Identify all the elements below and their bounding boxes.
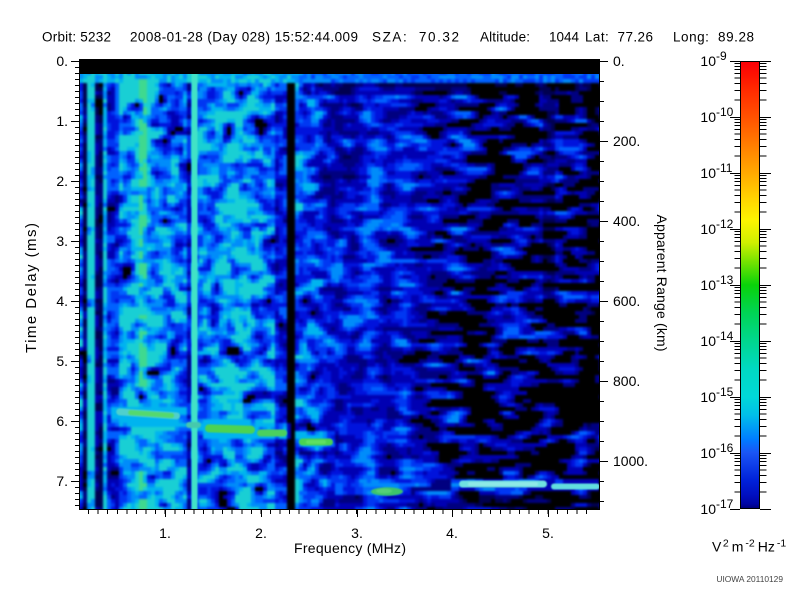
svg-text:1044: 1044 [549,30,580,45]
svg-text:4.: 4. [56,293,68,309]
svg-text:-12: -12 [716,217,734,231]
svg-text:Orbit: 5232: Orbit: 5232 [42,30,111,45]
svg-text:-10: -10 [716,105,734,119]
svg-text:SZA: 70.32: SZA: 70.32 [372,30,459,45]
svg-text:0.: 0. [613,53,625,69]
svg-text:1.: 1. [159,525,171,541]
svg-text:2.: 2. [255,525,267,541]
svg-text:-13: -13 [716,273,734,287]
svg-text:2.: 2. [56,173,68,189]
svg-text:UIOWA 20110129: UIOWA 20110129 [716,574,783,584]
svg-text:600.: 600. [613,293,640,309]
svg-text:800.: 800. [613,373,640,389]
svg-text:5.: 5. [542,525,554,541]
svg-text:4.: 4. [446,525,458,541]
svg-text:10: 10 [700,389,716,405]
svg-text:1.: 1. [56,113,68,129]
svg-text:-17: -17 [716,497,734,511]
svg-text:0.: 0. [56,53,68,69]
svg-text:200.: 200. [613,133,640,149]
svg-text:-9: -9 [716,49,727,63]
svg-text:Frequency (MHz): Frequency (MHz) [294,540,406,556]
svg-text:10: 10 [700,53,716,69]
svg-text:Long: 89.28: Long: 89.28 [673,30,754,45]
svg-text:-16: -16 [716,441,734,455]
svg-text:-11: -11 [716,161,733,175]
svg-text:3.: 3. [56,233,68,249]
svg-text:10: 10 [700,277,716,293]
svg-text:10: 10 [700,445,716,461]
svg-text:-15: -15 [716,385,734,399]
svg-text:2008-01-28 (Day 028) 15:52:44.: 2008-01-28 (Day 028) 15:52:44.009 [130,30,358,45]
svg-text:6.: 6. [56,413,68,429]
svg-text:10: 10 [700,501,716,517]
svg-text:3.: 3. [351,525,363,541]
svg-text:-14: -14 [716,329,734,343]
svg-text:10: 10 [700,165,716,181]
svg-text:10: 10 [700,221,716,237]
svg-text:Altitude:: Altitude: [480,30,530,45]
svg-text:Apparent Range (km): Apparent Range (km) [654,215,670,352]
svg-text:7.: 7. [56,473,68,489]
svg-text:1000.: 1000. [613,453,648,469]
svg-text:5.: 5. [56,353,68,369]
svg-text:10: 10 [700,109,716,125]
svg-text:400.: 400. [613,213,640,229]
svg-text:Lat: 77.26: Lat: 77.26 [585,30,653,45]
svg-text:10: 10 [700,333,716,349]
